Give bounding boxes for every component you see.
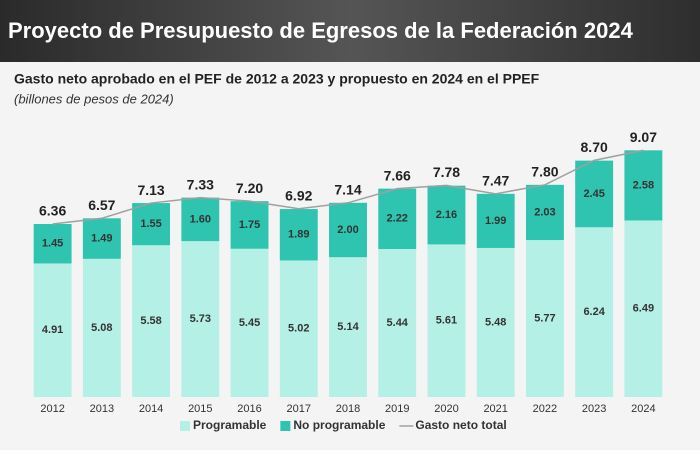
value-label: 5.48 [485, 316, 506, 328]
value-label: 2.58 [633, 179, 654, 191]
bar-segment [33, 263, 72, 397]
x-tick-label: 2023 [582, 403, 606, 415]
value-label: 1.89 [288, 229, 309, 241]
x-tick-label: 2020 [434, 403, 458, 415]
total-label: 6.36 [39, 203, 66, 219]
plot: 4.91 1.45 2012 5.08 1.49 2013 5.58 1.55 2014 5.73… [33, 129, 663, 432]
legend-swatch [280, 421, 291, 431]
value-label: 5.73 [190, 313, 211, 325]
bar-segment [624, 220, 663, 397]
total-label: 7.78 [433, 164, 460, 180]
value-label: 1.55 [140, 218, 161, 230]
total-label: 7.33 [187, 176, 214, 192]
value-label: 1.49 [91, 232, 112, 244]
bar-segment [82, 258, 121, 397]
value-label: 2.03 [534, 206, 555, 218]
value-label: 1.60 [190, 213, 211, 225]
bar-segment [575, 227, 614, 397]
bar-segment [279, 209, 318, 261]
value-label: 2.45 [583, 188, 604, 200]
bar-segment [181, 197, 220, 242]
value-label: 5.45 [239, 317, 260, 329]
value-label: 5.44 [387, 317, 409, 329]
total-label: 7.47 [482, 173, 509, 189]
value-label: 1.99 [485, 215, 506, 227]
legend-label: Gasto neto total [415, 418, 506, 432]
total-label: 7.80 [531, 164, 558, 180]
total-label: 6.57 [88, 197, 115, 213]
bar-segment [279, 260, 318, 397]
value-label: 2.22 [387, 213, 408, 225]
value-label: 6.49 [633, 303, 654, 315]
bar-segment [132, 245, 171, 397]
x-tick-label: 2014 [139, 403, 163, 415]
bar-segment [230, 201, 269, 249]
bar-segment [82, 218, 121, 259]
x-tick-label: 2022 [533, 403, 557, 415]
x-tick-label: 2013 [90, 403, 114, 415]
bar-segment [181, 241, 220, 397]
legend-swatch [180, 421, 190, 431]
bar-segment [378, 188, 417, 250]
x-tick-label: 2019 [385, 403, 409, 415]
chart-title: Gasto neto aprobado en el PEF de 2012 a … [14, 71, 540, 87]
legend-label: Programable [193, 418, 267, 432]
x-tick-label: 2016 [237, 403, 261, 415]
chart-subtitle: (billones de pesos de 2024) [14, 91, 174, 106]
total-label: 7.14 [334, 181, 361, 197]
bar-segment [329, 257, 367, 397]
bar-segment [427, 244, 466, 397]
value-label: 6.24 [583, 306, 605, 318]
value-label: 5.61 [436, 315, 457, 327]
value-label: 2.16 [436, 209, 457, 221]
bar-segment [33, 224, 72, 264]
legend-label: No programable [293, 418, 385, 432]
total-line [52, 149, 644, 225]
value-label: 4.91 [42, 324, 63, 336]
bar-segment [378, 249, 417, 397]
bar-segment [230, 248, 269, 397]
total-label: 9.07 [630, 129, 657, 145]
value-label: 5.08 [91, 322, 112, 334]
bar-segment [525, 184, 564, 241]
value-label: 2.00 [337, 224, 358, 236]
bar-segment [427, 185, 466, 245]
x-tick-label: 2024 [631, 403, 655, 415]
value-label: 1.75 [239, 219, 260, 231]
bar-segment [525, 240, 564, 397]
header-title: Proyecto de Presupuesto de Egresos de la… [8, 18, 634, 43]
bar-segment [329, 202, 367, 258]
x-tick-label: 2012 [40, 403, 64, 415]
value-label: 5.77 [534, 312, 555, 324]
value-label: 5.58 [140, 315, 161, 327]
header-band [0, 0, 700, 62]
total-label: 7.13 [137, 182, 164, 198]
value-label: 1.45 [42, 238, 63, 250]
x-tick-label: 2018 [336, 403, 360, 415]
bar-segment [476, 193, 515, 248]
total-label: 7.66 [384, 167, 411, 183]
x-tick-label: 2021 [483, 403, 507, 415]
bar-segment [476, 247, 515, 397]
x-tick-label: 2017 [287, 403, 311, 415]
total-label: 7.20 [236, 180, 263, 196]
total-label: 6.92 [285, 187, 312, 203]
bar-segment [132, 203, 171, 246]
value-label: 5.02 [288, 323, 309, 335]
x-tick-label: 2015 [188, 403, 212, 415]
bar-segment [624, 150, 663, 221]
total-label: 8.70 [581, 139, 608, 155]
bar-segment [575, 160, 614, 228]
value-label: 5.14 [337, 321, 359, 333]
